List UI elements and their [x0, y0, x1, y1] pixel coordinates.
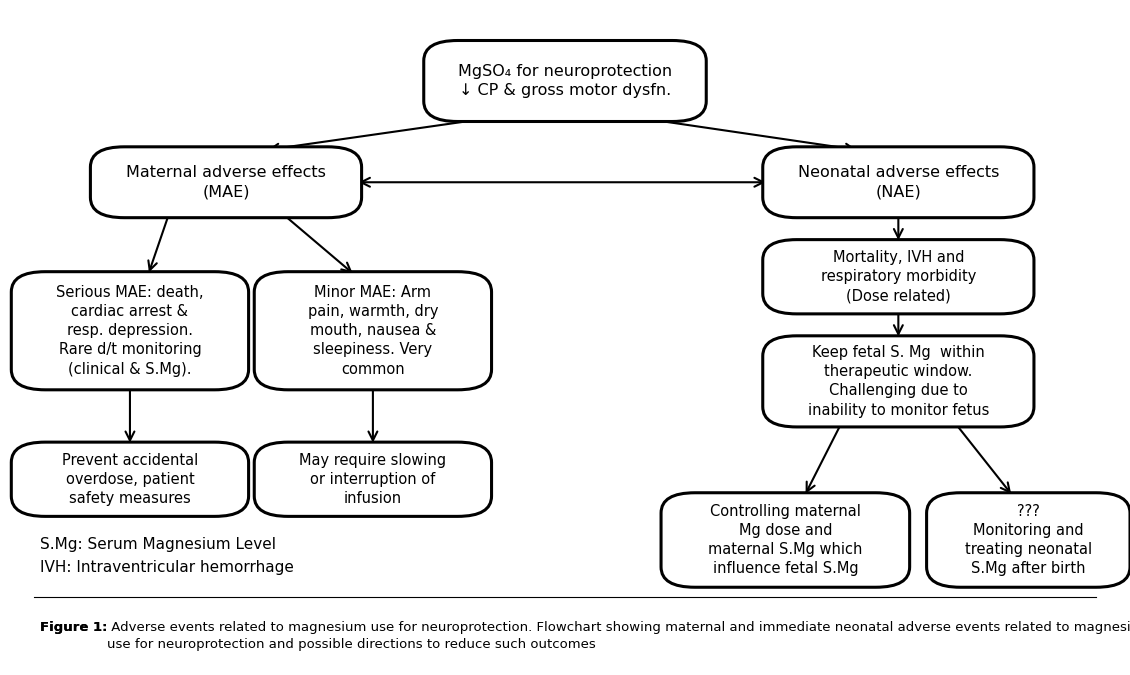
Text: Controlling maternal
Mg dose and
maternal S.Mg which
influence fetal S.Mg: Controlling maternal Mg dose and materna… — [709, 504, 862, 576]
FancyBboxPatch shape — [90, 147, 362, 217]
Text: Maternal adverse effects
(MAE): Maternal adverse effects (MAE) — [127, 165, 325, 199]
FancyBboxPatch shape — [927, 493, 1130, 587]
Text: Mortality, IVH and
respiratory morbidity
(Dose related): Mortality, IVH and respiratory morbidity… — [820, 250, 976, 304]
FancyBboxPatch shape — [661, 493, 910, 587]
Text: Figure 1:: Figure 1: — [40, 621, 107, 634]
FancyBboxPatch shape — [424, 40, 706, 122]
FancyBboxPatch shape — [254, 442, 492, 516]
Text: Keep fetal S. Mg  within
therapeutic window.
Challenging due to
inability to mon: Keep fetal S. Mg within therapeutic wind… — [808, 345, 989, 418]
Text: Minor MAE: Arm
pain, warmth, dry
mouth, nausea &
sleepiness. Very
common: Minor MAE: Arm pain, warmth, dry mouth, … — [307, 285, 438, 377]
FancyBboxPatch shape — [254, 272, 492, 390]
Text: Serious MAE: death,
cardiac arrest &
resp. depression.
Rare d/t monitoring
(clin: Serious MAE: death, cardiac arrest & res… — [56, 285, 203, 377]
Text: Prevent accidental
overdose, patient
safety measures: Prevent accidental overdose, patient saf… — [62, 452, 198, 506]
FancyBboxPatch shape — [763, 147, 1034, 217]
Text: MgSO₄ for neuroprotection
↓ CP & gross motor dysfn.: MgSO₄ for neuroprotection ↓ CP & gross m… — [458, 64, 672, 98]
FancyBboxPatch shape — [11, 442, 249, 516]
Text: Neonatal adverse effects
(NAE): Neonatal adverse effects (NAE) — [798, 165, 999, 199]
Text: May require slowing
or interruption of
infusion: May require slowing or interruption of i… — [299, 452, 446, 506]
FancyBboxPatch shape — [763, 336, 1034, 427]
Text: Figure 1:: Figure 1: — [40, 621, 107, 634]
Text: Adverse events related to magnesium use for neuroprotection. Flowchart showing m: Adverse events related to magnesium use … — [107, 621, 1130, 651]
Text: S.Mg: Serum Magnesium Level
IVH: Intraventricular hemorrhage: S.Mg: Serum Magnesium Level IVH: Intrave… — [40, 537, 294, 575]
Text: ???
Monitoring and
treating neonatal
S.Mg after birth: ??? Monitoring and treating neonatal S.M… — [965, 504, 1092, 576]
FancyBboxPatch shape — [11, 272, 249, 390]
FancyBboxPatch shape — [763, 240, 1034, 314]
